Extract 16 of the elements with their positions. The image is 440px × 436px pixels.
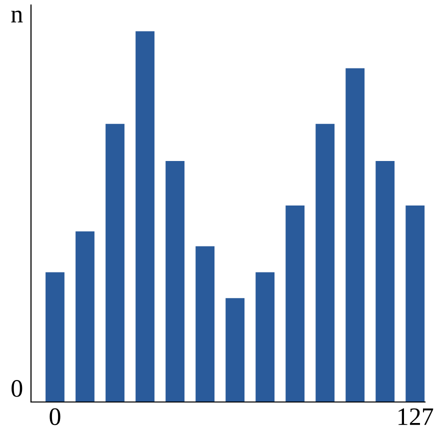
bar (346, 68, 365, 402)
bar (196, 246, 214, 402)
bar (106, 124, 124, 402)
bar (316, 124, 335, 402)
bar (76, 231, 94, 402)
bar (256, 272, 275, 402)
bar (286, 205, 305, 402)
bar (166, 160, 184, 402)
bar (406, 205, 425, 402)
text: 0 (12, 380, 22, 397)
bar (226, 298, 245, 402)
bar (376, 160, 395, 402)
x-tick-label: 127 (398, 408, 434, 425)
bar (136, 31, 154, 402)
bar (46, 272, 64, 402)
y-axis-title: n (11, 10, 23, 22)
